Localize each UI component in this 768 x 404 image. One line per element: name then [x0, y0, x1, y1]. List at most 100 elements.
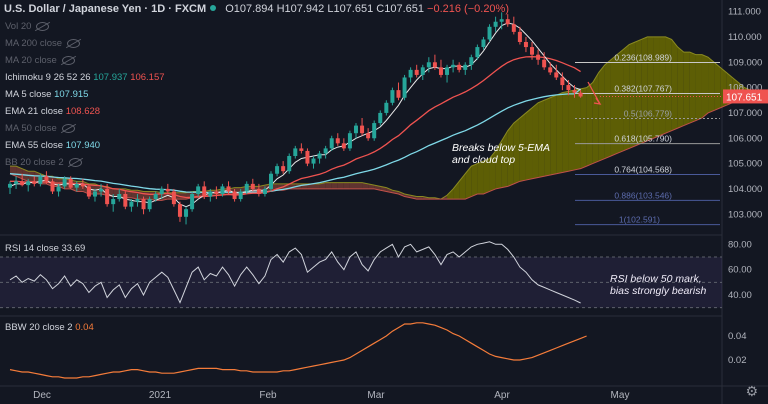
candle [457, 62, 462, 73]
candle [353, 123, 358, 139]
legend-ichimoku[interactable]: Ichimoku 9 26 52 26 107.937 106.157 [5, 72, 165, 83]
candle-body [372, 123, 377, 139]
ichimoku-cloud-segment [538, 100, 545, 178]
candle-body [323, 148, 328, 154]
candle [572, 85, 577, 98]
legend-ma20[interactable]: MA 20 close [5, 55, 75, 66]
candle [129, 199, 134, 212]
candle-body [123, 194, 128, 207]
bbw-tick-label: 0.02 [728, 355, 747, 366]
candle [493, 16, 498, 32]
candle-body [536, 54, 541, 60]
candle [402, 74, 407, 101]
hidden-eye-icon[interactable] [36, 21, 50, 31]
candle-body [414, 69, 419, 75]
candle-body [8, 183, 12, 188]
candle [305, 148, 310, 167]
candle [20, 173, 25, 187]
ichimoku-cloud-segment [701, 54, 709, 118]
candle [414, 64, 419, 78]
last-price-tag [723, 89, 768, 104]
candle-body [196, 186, 201, 194]
legend-ema21[interactable]: EMA 21 close 108.628 [5, 106, 101, 117]
candle [74, 181, 79, 192]
candle [378, 110, 383, 126]
price-tick-label: 106.000 [728, 133, 762, 144]
candle-body [438, 67, 443, 75]
ichimoku-cloud-segment [580, 87, 587, 169]
ichimoku-cloud-segment [623, 44, 630, 151]
candle [463, 62, 468, 75]
ichimoku-cloud-segment [574, 88, 581, 170]
hidden-eye-icon[interactable] [61, 123, 75, 133]
candle-body [202, 186, 207, 197]
candle [153, 191, 158, 202]
legend-rsi[interactable]: RSI 14 close 33.69 [5, 243, 86, 254]
candle [38, 173, 43, 187]
candle-body [384, 102, 389, 113]
candle [372, 120, 377, 141]
candle-body [335, 138, 340, 144]
legend-ema55[interactable]: EMA 55 close 107.940 [5, 140, 101, 151]
candle-body [329, 138, 334, 149]
ma5-value: 107.915 [54, 89, 89, 100]
ichimoku-cloud-segment [307, 183, 314, 189]
candle [256, 183, 261, 197]
candle-body [38, 176, 43, 184]
ma5-line [9, 22, 581, 208]
candle-body [238, 191, 243, 200]
hidden-eye-icon[interactable] [61, 55, 75, 65]
candle-body [275, 166, 280, 174]
symbol-title[interactable]: U.S. Dollar / Japanese Yen · 1D · FXCM [4, 3, 207, 15]
candle [469, 54, 474, 70]
candle [250, 178, 255, 192]
candle [190, 191, 195, 212]
time-axis-label: May [611, 390, 630, 401]
candle [196, 183, 201, 197]
candle [269, 171, 274, 192]
hidden-eye-icon[interactable] [67, 38, 81, 48]
candle [578, 90, 583, 98]
ichimoku-cloud-segment [495, 140, 502, 189]
candle-body [92, 191, 97, 197]
legend-bbw[interactable]: BBW 20 close 2 0.04 [5, 322, 94, 333]
settings-gear-icon[interactable]: ⚙ [745, 383, 758, 399]
fib-level-label: 0.236(108.989) [614, 53, 672, 63]
candle [232, 188, 237, 202]
hidden-eye-icon[interactable] [68, 157, 82, 167]
candle [360, 118, 365, 136]
candle [92, 188, 97, 202]
ema21-line [10, 56, 581, 199]
legend-ma200[interactable]: MA 200 close [5, 38, 81, 49]
legend-ma5[interactable]: MA 5 close 107.915 [5, 89, 89, 100]
legend-bb20[interactable]: BB 20 close 2 [5, 157, 82, 168]
candle-body [226, 186, 231, 192]
bbw-tick-label: 0.04 [728, 331, 747, 342]
candle [220, 183, 225, 197]
legend-ma50[interactable]: MA 50 close [5, 123, 75, 134]
candle-body [493, 21, 498, 27]
ichimoku-cloud-segment [483, 158, 490, 194]
price-change: −0.216 (−0.20%) [427, 3, 509, 15]
candle [311, 156, 316, 169]
candle-body [99, 188, 104, 192]
fib-level-label: 0.5(106.779) [624, 109, 672, 119]
candle [238, 188, 243, 202]
candle [62, 176, 67, 189]
ichimoku-cloud-segment [550, 95, 557, 175]
candle-body [390, 90, 395, 103]
legend-vol[interactable]: Vol 20 [5, 21, 50, 32]
ichimoku-cloud-segment [337, 182, 344, 189]
candle [530, 42, 535, 60]
candle [275, 163, 280, 177]
candle-body [293, 148, 298, 156]
rsi-tick-label: 40.00 [728, 290, 752, 301]
ichimoku-value-1: 107.937 [93, 72, 128, 83]
candle-body [366, 133, 371, 139]
candle [86, 183, 91, 200]
candle [244, 181, 249, 194]
ichimoku-cloud-segment [325, 182, 332, 189]
candle-body [475, 47, 480, 58]
candle-body [317, 153, 322, 159]
